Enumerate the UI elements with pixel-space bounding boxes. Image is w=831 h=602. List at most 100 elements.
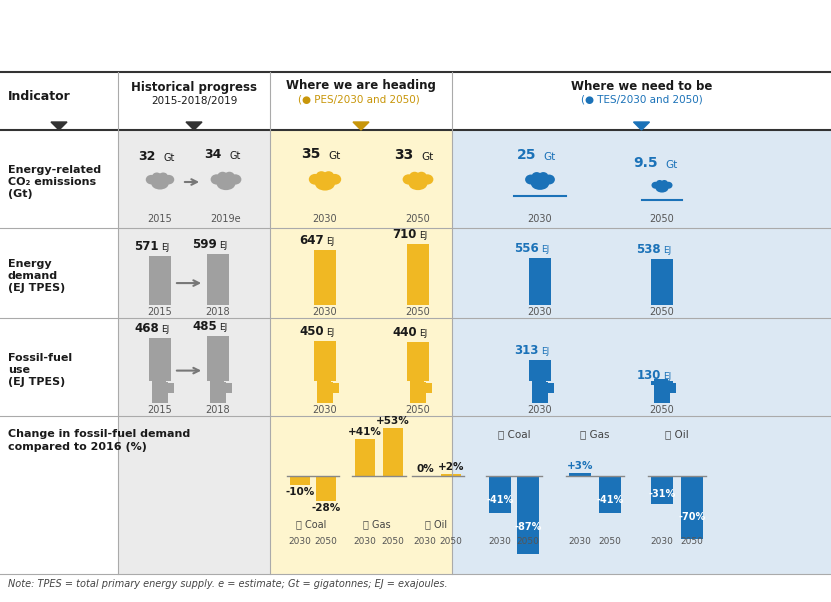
Text: 32: 32 bbox=[139, 150, 156, 163]
Text: Change in fossil-fuel demand: Change in fossil-fuel demand bbox=[8, 429, 190, 439]
Text: 2030: 2030 bbox=[414, 538, 436, 547]
Bar bbox=[383, 428, 403, 476]
Text: -10%: -10% bbox=[285, 487, 315, 497]
Text: 2050: 2050 bbox=[650, 405, 675, 415]
Bar bbox=[118, 130, 270, 574]
Text: 2050: 2050 bbox=[440, 538, 462, 547]
Ellipse shape bbox=[402, 175, 415, 185]
Bar bbox=[407, 244, 429, 305]
Text: 2030: 2030 bbox=[568, 538, 592, 547]
Text: ⮟ Gas: ⮟ Gas bbox=[580, 429, 610, 439]
Bar bbox=[152, 382, 168, 403]
Bar bbox=[226, 383, 232, 393]
Bar bbox=[517, 476, 539, 554]
Bar bbox=[529, 258, 551, 305]
Bar bbox=[654, 379, 668, 382]
Text: Note: TPES = total primary energy supply. e = estimate; Gt = gigatonnes; EJ = ex: Note: TPES = total primary energy supply… bbox=[8, 579, 448, 589]
Text: 2015: 2015 bbox=[148, 405, 172, 415]
Text: EJ: EJ bbox=[326, 327, 334, 337]
Text: (● TES/2030 and 2050): (● TES/2030 and 2050) bbox=[581, 94, 702, 104]
Text: 2050: 2050 bbox=[650, 307, 675, 317]
Text: 2015-2018/2019: 2015-2018/2019 bbox=[150, 96, 237, 106]
Text: Gt: Gt bbox=[328, 151, 340, 161]
Bar bbox=[317, 382, 332, 403]
Text: 2050: 2050 bbox=[681, 538, 703, 547]
Bar bbox=[651, 381, 673, 385]
Bar bbox=[651, 259, 673, 305]
Ellipse shape bbox=[532, 172, 542, 181]
Bar bbox=[332, 383, 338, 393]
Text: use: use bbox=[8, 365, 30, 375]
Text: -70%: -70% bbox=[678, 512, 706, 522]
Text: +53%: +53% bbox=[376, 417, 410, 426]
Bar bbox=[681, 476, 703, 539]
Ellipse shape bbox=[421, 175, 434, 185]
Text: 2019e: 2019e bbox=[211, 214, 241, 224]
Text: 538: 538 bbox=[637, 243, 661, 256]
Polygon shape bbox=[186, 122, 202, 130]
Bar bbox=[207, 254, 229, 305]
Ellipse shape bbox=[323, 171, 334, 180]
Ellipse shape bbox=[328, 174, 342, 185]
Bar bbox=[407, 342, 429, 381]
Ellipse shape bbox=[315, 177, 335, 191]
Text: 2050: 2050 bbox=[315, 538, 337, 547]
Bar bbox=[152, 379, 166, 382]
Text: EJ: EJ bbox=[541, 244, 549, 253]
Ellipse shape bbox=[210, 175, 223, 185]
Text: 2018: 2018 bbox=[206, 307, 230, 317]
Ellipse shape bbox=[656, 180, 663, 186]
Text: Energy: Energy bbox=[8, 259, 52, 269]
Text: 2050: 2050 bbox=[517, 538, 539, 547]
Bar bbox=[670, 383, 676, 393]
Ellipse shape bbox=[309, 174, 322, 185]
Text: EJ: EJ bbox=[419, 231, 427, 240]
Bar bbox=[452, 130, 831, 574]
Text: CO₂ emissions: CO₂ emissions bbox=[8, 177, 96, 187]
Text: 440: 440 bbox=[392, 326, 417, 339]
Text: 33: 33 bbox=[394, 148, 413, 162]
Text: (EJ TPES): (EJ TPES) bbox=[8, 283, 66, 293]
Text: (● PES/2030 and 2050): (● PES/2030 and 2050) bbox=[298, 94, 420, 104]
Ellipse shape bbox=[416, 172, 426, 180]
Text: ⮟ Oil: ⮟ Oil bbox=[425, 519, 447, 529]
Bar bbox=[569, 473, 591, 476]
Text: 2030: 2030 bbox=[528, 405, 553, 415]
Ellipse shape bbox=[410, 172, 420, 180]
Text: 710: 710 bbox=[392, 228, 417, 241]
Text: +3%: +3% bbox=[567, 461, 593, 471]
Text: Fossil-fuel: Fossil-fuel bbox=[8, 353, 72, 363]
Bar bbox=[441, 474, 461, 476]
Bar bbox=[149, 256, 171, 305]
Text: 130: 130 bbox=[637, 369, 661, 382]
Text: EJ: EJ bbox=[161, 325, 170, 334]
Text: 9.5: 9.5 bbox=[633, 156, 658, 170]
Ellipse shape bbox=[145, 175, 157, 184]
Text: 2030: 2030 bbox=[651, 538, 673, 547]
Text: Historical progress: Historical progress bbox=[131, 81, 257, 95]
Text: EJ: EJ bbox=[326, 237, 334, 246]
Text: 34: 34 bbox=[204, 148, 222, 161]
Text: Energy-related: Energy-related bbox=[8, 165, 101, 175]
Text: 2050: 2050 bbox=[406, 405, 430, 415]
Text: Gt: Gt bbox=[229, 151, 240, 161]
Text: +41%: +41% bbox=[348, 427, 382, 437]
Text: ⮟ Coal: ⮟ Coal bbox=[498, 429, 530, 439]
Bar bbox=[317, 379, 331, 382]
Text: 2030: 2030 bbox=[312, 307, 337, 317]
Text: Gt: Gt bbox=[543, 152, 555, 162]
Bar bbox=[489, 476, 511, 513]
Text: ⮟ Gas: ⮟ Gas bbox=[363, 519, 391, 529]
Ellipse shape bbox=[543, 175, 555, 184]
Text: 2050: 2050 bbox=[650, 214, 675, 224]
Text: 2030: 2030 bbox=[528, 214, 553, 224]
Bar bbox=[316, 476, 336, 501]
Text: ⮟ Oil: ⮟ Oil bbox=[665, 429, 689, 439]
Polygon shape bbox=[51, 122, 67, 130]
Text: Where we need to be: Where we need to be bbox=[571, 79, 712, 93]
Text: (Gt): (Gt) bbox=[8, 189, 32, 199]
Text: Gt: Gt bbox=[665, 160, 677, 170]
Text: -31%: -31% bbox=[648, 489, 676, 499]
Ellipse shape bbox=[224, 172, 234, 180]
Text: 485: 485 bbox=[192, 320, 217, 333]
